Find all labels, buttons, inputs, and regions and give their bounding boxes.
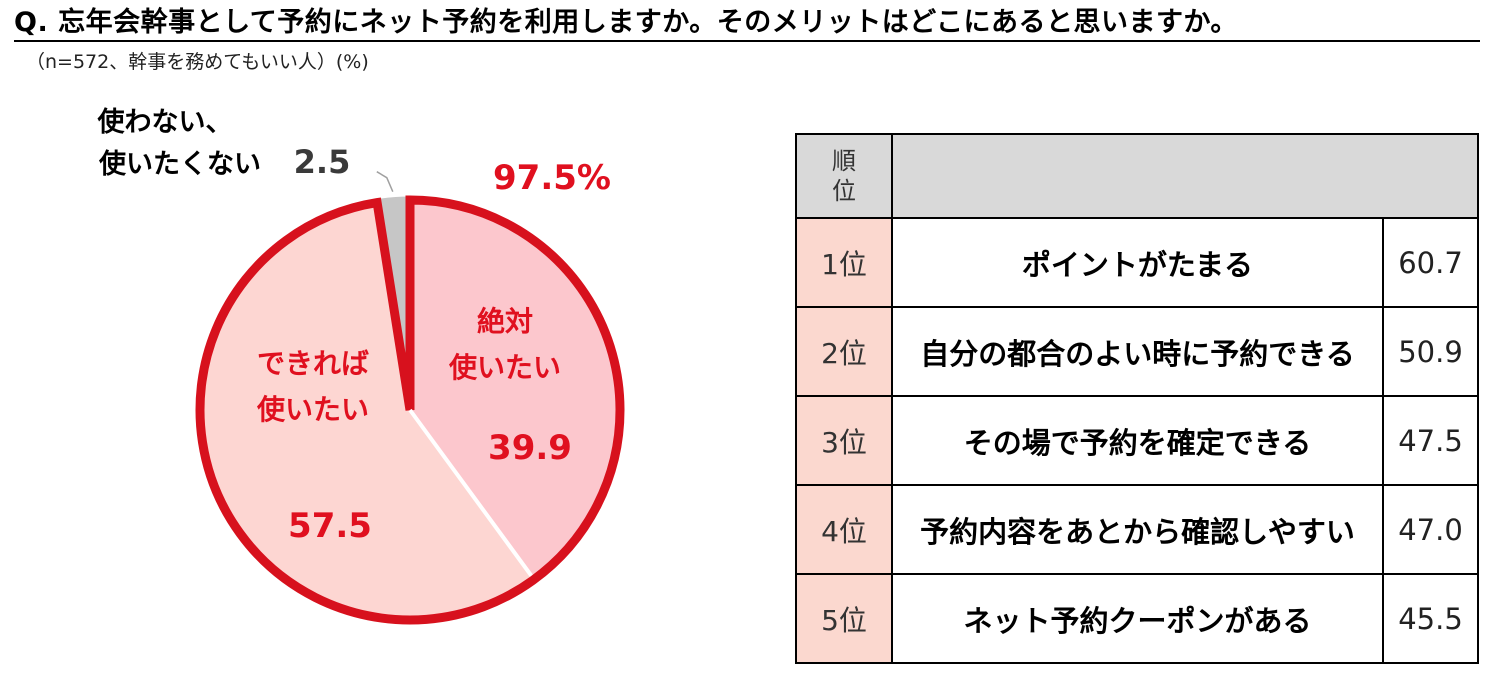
title-underline	[14, 40, 1480, 42]
header-blank-cell	[891, 133, 1479, 219]
chart-title: Q. 忘年会幹事として予約にネット予約を利用しますか。そのメリットはどこにあると…	[14, 7, 1238, 38]
table-row: 2位 自分の都合のよい時に予約できる 50.9	[795, 306, 1479, 397]
rank-cell: 5位	[795, 573, 893, 664]
rank-cell: 3位	[795, 395, 893, 486]
reason-cell: その場で予約を確定できる	[891, 395, 1384, 486]
pie-slice-use-if-possible	[193, 195, 540, 627]
value-cell: 45.5	[1382, 573, 1479, 664]
table-row: 1位 ポイントがたまる 60.7	[795, 217, 1479, 308]
header-rank-line-1: 順	[832, 147, 856, 175]
value-cell: 47.0	[1382, 484, 1479, 575]
slice-value-use-if-possible: 57.5	[288, 506, 372, 546]
value-cell: 50.9	[1382, 306, 1479, 397]
rank-cell: 4位	[795, 484, 893, 575]
slice-label-absolutely-use: 絶対	[477, 305, 533, 338]
rank-cell: 2位	[795, 306, 893, 397]
reason-cell: 自分の都合のよい時に予約できる	[891, 306, 1384, 397]
slice-divider	[408, 408, 533, 577]
table-row: 3位 その場で予約を確定できる 47.5	[795, 395, 1479, 486]
value-cell: 60.7	[1382, 217, 1479, 308]
slice-label-absolutely-use: 使いたい	[448, 351, 561, 384]
slice-label-not-use: 使いたくない	[98, 149, 261, 180]
value-cell: 47.5	[1382, 395, 1479, 486]
reason-cell: ネット予約クーポンがある	[891, 573, 1384, 664]
table-row: 4位 予約内容をあとから確認しやすい 47.0	[795, 484, 1479, 575]
rank-cell: 1位	[795, 217, 893, 308]
chart-subtitle: （n=572、幹事を務めてもいい人）(%)	[26, 51, 369, 73]
pie-slice-absolutely-use	[408, 193, 627, 586]
slice-label-use-if-possible: 使いたい	[256, 393, 369, 426]
slice-label-use-if-possible: できれば	[257, 347, 369, 380]
reason-cell: ポイントがたまる	[891, 217, 1384, 308]
use-group-outline	[195, 195, 625, 625]
total-use-label: 97.5%	[493, 158, 611, 198]
header-rank-cell: 順 位	[795, 133, 893, 219]
ranking-table: 順 位 1位 ポイントがたまる 60.7 2位 自分の都合のよい時に予約できる …	[795, 133, 1479, 664]
ranking-header-row: 順 位	[795, 133, 1479, 219]
small-slice-leader-line	[376, 171, 394, 192]
slice-value-absolutely-use: 39.9	[488, 428, 572, 468]
table-row: 5位 ネット予約クーポンがある 45.5	[795, 573, 1479, 664]
header-rank-line-2: 位	[832, 177, 856, 205]
slice-value-not-use: 2.5	[294, 143, 351, 181]
slice-label-not-use: 使わない、	[97, 107, 233, 138]
reason-cell: 予約内容をあとから確認しやすい	[891, 484, 1384, 575]
